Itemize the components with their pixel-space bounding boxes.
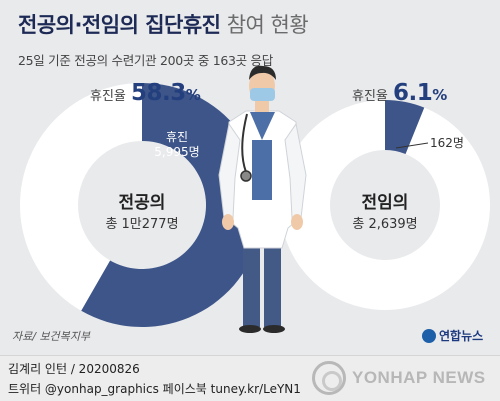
donut-fellows [280,100,490,310]
subtitle: 25일 기준 전공의 수련기관 200곳 중 163곳 응답 [18,53,273,68]
center-fellows-total: 총 2,639명 [352,217,418,232]
yonhap-watermark: YONHAP NEWS [312,361,486,395]
doctor-illustration [218,65,307,333]
rate-fellows-value: 6.1 [392,80,433,106]
rate-residents-label: 휴진율 [90,89,126,104]
yonhap-logo-icon [422,328,436,343]
rate-fellows-label: 휴진율 [352,89,388,104]
rate-fellows: 휴진율 6.1% [352,80,447,106]
slice-residents-title: 휴진 [165,130,189,144]
title-bold: 전공의·전임의 집단휴진 [18,13,221,37]
yonhap-watermark-icon [312,361,346,395]
slice-residents-absent [81,83,265,328]
page-title: 전공의·전임의 집단휴진 참여 현황 [18,9,309,39]
author-credit: 김계리 인턴 / 20200826 [8,362,140,376]
slice-residents-value: 5,995명 [154,145,200,159]
center-residents-name: 전공의 [118,193,166,213]
slice-fellows-leader-line [395,142,429,149]
slice-fellows-absent [385,100,425,154]
footer: 김계리 인턴 / 20200826 트위터 @yonhap_graphics 페… [0,355,500,401]
rate-residents-value: 58.3 [130,80,186,106]
slice-residents-label: 휴진 5,995명 [142,130,212,160]
rate-residents: 휴진율 58.3% [90,80,201,106]
social-credit: 트위터 @yonhap_graphics 페이스북 tuney.kr/LeYN1 [8,382,301,396]
yonhap-logo-small: 연합뉴스 [422,327,483,344]
infographic: 전공의·전임의 집단휴진 참여 현황 25일 기준 전공의 수련기관 200곳 … [12,9,490,344]
source-note: 자료/ 보건복지부 [12,330,91,343]
yonhap-logo-text: 연합뉴스 [439,329,484,343]
yonhap-watermark-text: YONHAP NEWS [352,368,486,387]
title-light: 참여 현황 [226,13,309,37]
donut-charts [20,65,490,333]
center-residents-total: 총 1만277명 [105,217,179,232]
rate-fellows-unit: % [432,86,448,104]
rate-residents-unit: % [185,86,201,104]
center-fellows-name: 전임의 [361,193,409,213]
slice-fellows-value: 162명 [430,136,464,150]
